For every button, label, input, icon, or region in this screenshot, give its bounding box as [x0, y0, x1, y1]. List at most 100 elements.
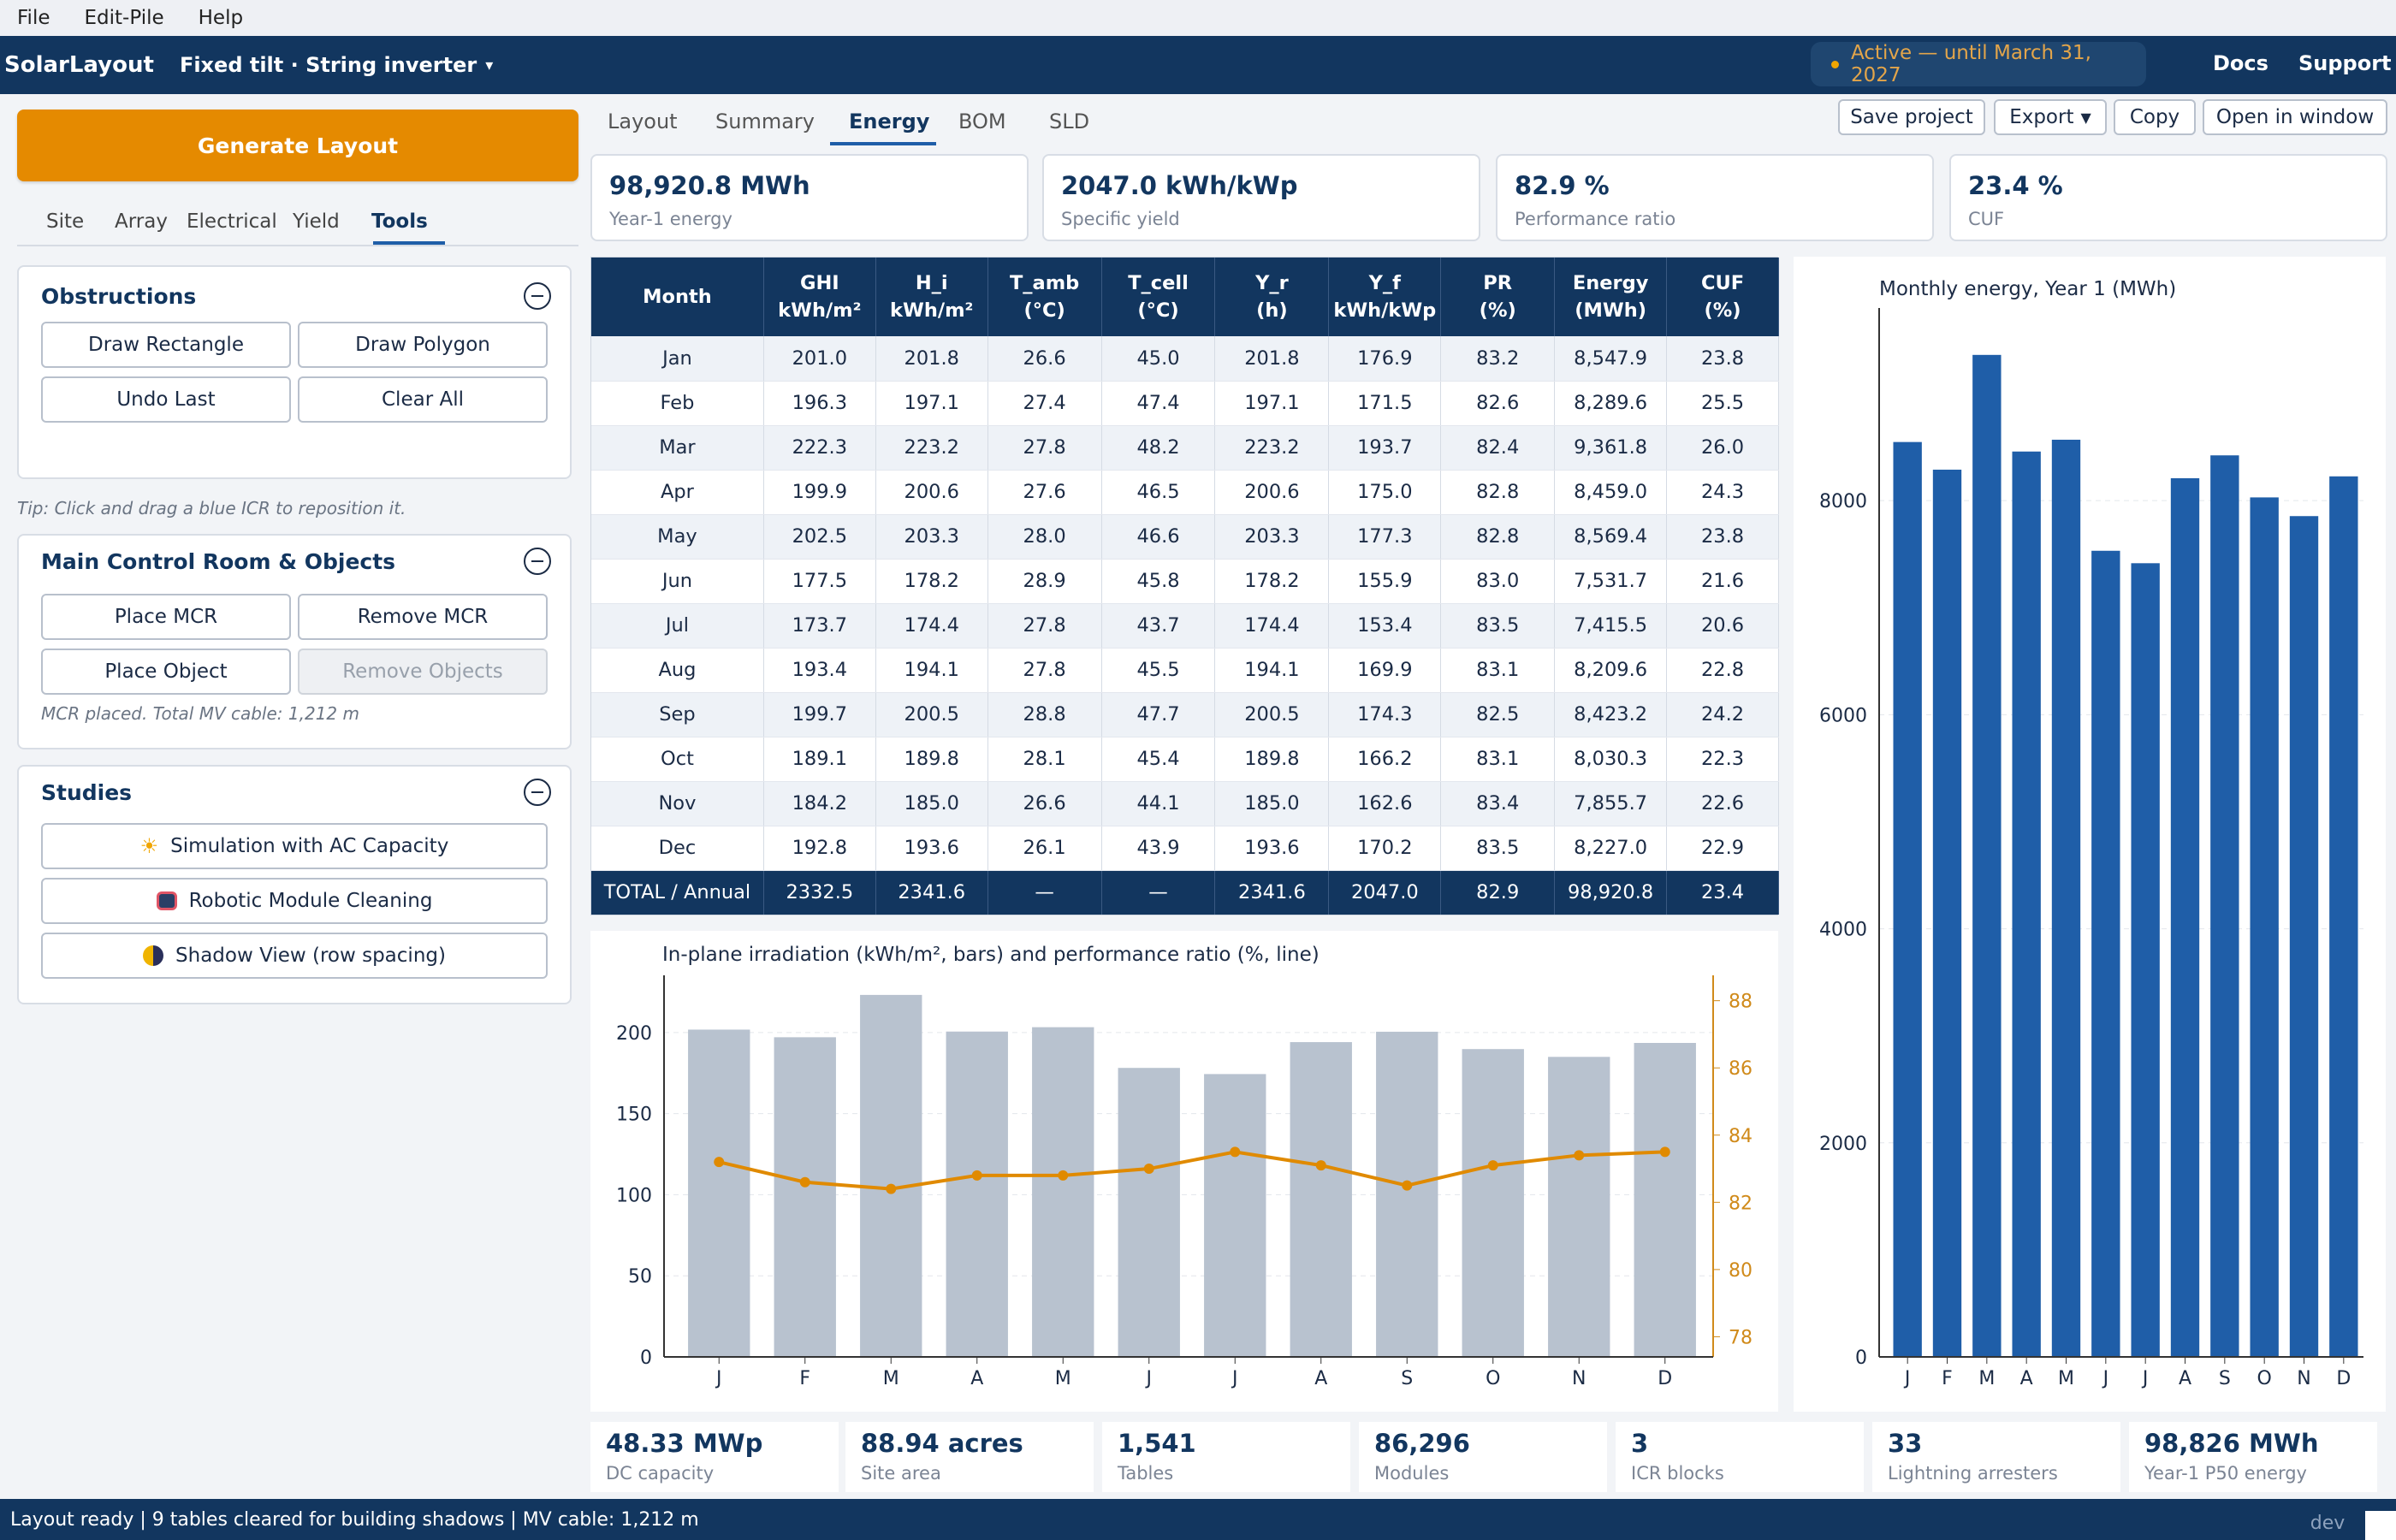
table-cell: 24.3 — [1666, 470, 1779, 515]
table-cell: 8,459.0 — [1554, 470, 1668, 515]
button-label: Simulation with AC Capacity — [170, 835, 449, 857]
caret-down-icon[interactable]: ▾ — [485, 56, 494, 74]
export-button[interactable]: Export ▼ — [1994, 99, 2107, 135]
x-tick-label: S — [2219, 1368, 2231, 1389]
collapse-icon[interactable] — [524, 282, 551, 310]
x-tick-label: A — [2020, 1368, 2033, 1389]
remove-objects-button[interactable]: Remove Objects — [298, 649, 548, 695]
header-unit: (%) — [1704, 299, 1741, 322]
open-in-window-button[interactable]: Open in window — [2203, 99, 2387, 135]
robot-icon — [156, 891, 177, 910]
table-cell: 177.3 — [1328, 514, 1442, 560]
table-cell: 199.7 — [763, 692, 876, 737]
table-cell: 83.5 — [1440, 603, 1556, 649]
table-cell: 26.1 — [987, 826, 1102, 871]
header-line: CUF — [1700, 272, 1745, 294]
pr-point — [971, 1170, 982, 1181]
collapse-icon[interactable] — [524, 779, 551, 806]
header-line: Y_r — [1255, 272, 1289, 294]
pr-point — [799, 1176, 810, 1188]
table-row: Dec 192.8 193.6 26.1 43.9 193.6 170.2 83.5 8,227… — [591, 826, 1779, 871]
table-row: May 202.5 203.3 28.0 46.6 203.3 177.3 82.8 8,569… — [591, 514, 1779, 560]
table-cell: Jan — [591, 336, 764, 382]
tab-array[interactable]: Array — [115, 210, 168, 233]
undo-last-button[interactable]: Undo Last — [41, 376, 291, 423]
menu-bar: File Edit-Pile Help — [0, 0, 2396, 36]
total-cell: 82.9 — [1440, 870, 1556, 915]
table-cell: 171.5 — [1328, 381, 1442, 426]
table-cell: 203.3 — [875, 514, 988, 560]
clear-all-button[interactable]: Clear All — [298, 376, 548, 423]
header-unit: (°C) — [1023, 299, 1065, 322]
x-tick-label: M — [1055, 1368, 1071, 1389]
table-total-row: TOTAL / Annual 2332.5 2341.6— —2341.6 2047.0… — [591, 870, 1779, 915]
menu-help[interactable]: Help — [198, 7, 244, 29]
menu-file[interactable]: File — [17, 7, 50, 29]
tab-sld[interactable]: SLD — [1049, 110, 1090, 133]
copy-button[interactable]: Copy — [2114, 99, 2196, 135]
table-row: Oct 189.1 189.8 28.1 45.4 189.8 166.2 83.1 8,030… — [591, 737, 1779, 782]
tab-yield[interactable]: Yield — [293, 210, 340, 233]
collapse-icon[interactable] — [524, 548, 551, 575]
table-cell: 223.2 — [1214, 425, 1330, 471]
x-tick-label: J — [1145, 1368, 1153, 1389]
y2-tick-label: 86 — [1729, 1058, 1753, 1080]
simulation-ac-capacity-button[interactable]: ☀ Simulation with AC Capacity — [41, 823, 548, 869]
table-cell: 27.6 — [987, 470, 1102, 515]
energy-bar — [2329, 476, 2358, 1357]
generate-layout-button[interactable]: Generate Layout — [17, 110, 578, 181]
table-cell: 9,361.8 — [1554, 425, 1668, 471]
kpi-label: DC capacity — [606, 1463, 715, 1484]
studies-title: Studies — [41, 780, 133, 805]
pr-point — [886, 1183, 897, 1194]
table-row: Apr 199.9 200.6 27.6 46.5 200.6 175.0 82.8 8,459… — [591, 470, 1779, 515]
save-project-button[interactable]: Save project — [1838, 99, 1985, 135]
column-header: PR (%) — [1440, 258, 1556, 336]
table-cell: 83.5 — [1440, 826, 1556, 871]
tab-layout[interactable]: Layout — [608, 110, 678, 133]
support-link[interactable]: Support — [2298, 51, 2392, 75]
env-badge: dev — [2297, 1506, 2358, 1540]
tab-summary[interactable]: Summary — [715, 110, 815, 133]
sidebar-tabs: Site Array Electrical Yield Tools — [17, 197, 578, 246]
docs-link[interactable]: Docs — [2213, 51, 2268, 75]
place-object-button[interactable]: Place Object — [41, 649, 291, 695]
draw-polygon-button[interactable]: Draw Polygon — [298, 322, 548, 368]
x-tick-label: O — [2257, 1368, 2272, 1389]
kpi-label: Performance ratio — [1515, 209, 1676, 229]
shadow-view-button[interactable]: Shadow View (row spacing) — [41, 933, 548, 979]
mode-selector[interactable]: Fixed tilt · String inverter — [179, 53, 477, 77]
table-cell: 200.6 — [875, 470, 988, 515]
table-cell: Sep — [591, 692, 764, 737]
table-cell: 222.3 — [763, 425, 876, 471]
x-tick-label: A — [970, 1368, 983, 1389]
table-cell: 176.9 — [1328, 336, 1442, 382]
kpi-label: CUF — [1968, 209, 2005, 229]
bottom-kpi: 86,296 Modules — [1359, 1422, 1607, 1492]
remove-mcr-button[interactable]: Remove MCR — [298, 594, 548, 640]
tab-site[interactable]: Site — [46, 210, 85, 233]
menu-edit-pile[interactable]: Edit-Pile — [84, 7, 164, 29]
table-cell: 170.2 — [1328, 826, 1442, 871]
table-cell: 83.0 — [1440, 559, 1556, 604]
table-row: Nov 184.2 185.0 26.6 44.1 185.0 162.6 83.4 7,855… — [591, 781, 1779, 826]
kpi-performance-ratio: 82.9 % Performance ratio — [1496, 154, 1934, 241]
irradiation-pr-chart: In-plane irradiation (kWh/m², bars) and … — [590, 931, 1778, 1412]
tab-bom[interactable]: BOM — [958, 110, 1006, 133]
x-tick-label: F — [1942, 1368, 1953, 1389]
header-line: Month — [643, 286, 712, 308]
table-row: Mar 222.3 223.2 27.8 48.2 223.2 193.7 82.4 9,361… — [591, 425, 1779, 471]
place-mcr-button[interactable]: Place MCR — [41, 594, 291, 640]
robotic-module-cleaning-button[interactable]: Robotic Module Cleaning — [41, 878, 548, 924]
x-tick-label: J — [2141, 1368, 2149, 1389]
total-cell: — — [1101, 870, 1216, 915]
pr-point — [714, 1157, 725, 1168]
pr-point — [1402, 1180, 1413, 1191]
table-cell: May — [591, 514, 764, 560]
draw-rectangle-button[interactable]: Draw Rectangle — [41, 322, 291, 368]
x-tick-label: D — [2336, 1368, 2351, 1389]
tab-electrical[interactable]: Electrical — [187, 210, 277, 233]
energy-bar — [2012, 451, 2041, 1357]
tab-energy[interactable]: Energy — [849, 110, 930, 133]
tab-tools[interactable]: Tools — [371, 210, 428, 233]
